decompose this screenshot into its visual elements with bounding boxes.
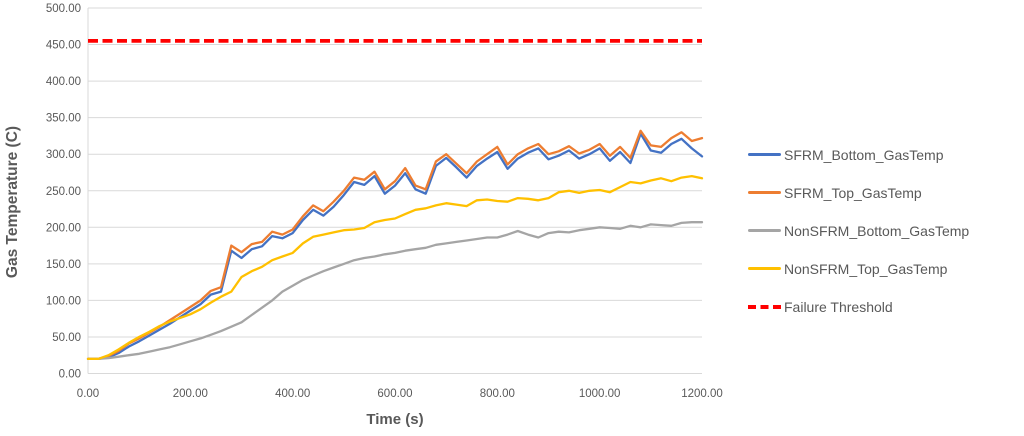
legend-item-failure-threshold: Failure Threshold: [748, 295, 969, 318]
y-axis-title: Gas Temperature (C): [4, 125, 21, 279]
y-tick-label: 400.00: [46, 76, 81, 88]
legend-item-nonsfrm-bottom-gastemp: NonSFRM_Bottom_GasTemp: [748, 219, 969, 242]
y-tick-label: 150.00: [46, 259, 81, 271]
legend-label: SFRM_Bottom_GasTemp: [784, 146, 944, 163]
legend-item-sfrm-bottom-gastemp: SFRM_Bottom_GasTemp: [748, 143, 969, 166]
y-tick-label: 0.00: [59, 369, 81, 381]
y-tick-label: 250.00: [46, 186, 81, 198]
y-tick-label: 450.00: [46, 40, 81, 52]
legend-label: NonSFRM_Bottom_GasTemp: [784, 222, 970, 239]
legend-line-swatch: [748, 191, 781, 194]
y-tick-label: 50.00: [52, 332, 81, 344]
x-tick-label: 800.00: [480, 388, 515, 400]
x-tick-label: 1200.00: [681, 388, 723, 400]
x-tick-label: 400.00: [275, 388, 310, 400]
x-tick-label: 0.00: [77, 388, 99, 400]
series-line-NonSFRM_Top_GasTemp: [86, 174, 704, 361]
legend-label: NonSFRM_Top_GasTemp: [784, 260, 948, 277]
legend-label: Failure Threshold: [784, 298, 893, 315]
legend-item-sfrm-top-gastemp: SFRM_Top_GasTemp: [748, 181, 969, 204]
series-line-SFRM_Top_GasTemp: [86, 129, 704, 361]
y-tick-label: 350.00: [46, 113, 81, 125]
x-tick-label: 200.00: [173, 388, 208, 400]
y-tick-label: 300.00: [46, 149, 81, 161]
chart-legend: SFRM_Bottom_GasTemp SFRM_Top_GasTemp NonSF…: [748, 143, 969, 318]
x-axis-title: Time (s): [366, 411, 424, 428]
y-tick-label: 500.00: [46, 3, 81, 15]
x-tick-label: 1000.00: [579, 388, 621, 400]
legend-label: SFRM_Top_GasTemp: [784, 184, 922, 201]
series-line-SFRM_Bottom_GasTemp: [86, 132, 704, 361]
x-tick-label: 600.00: [377, 388, 412, 400]
legend-line-swatch: [748, 229, 781, 232]
legend-item-nonsfrm-top-gastemp: NonSFRM_Top_GasTemp: [748, 257, 969, 280]
y-tick-label: 100.00: [46, 295, 81, 307]
series-line-NonSFRM_Bottom_GasTemp: [86, 221, 704, 361]
legend-line-swatch: [748, 267, 781, 270]
legend-line-swatch: [748, 153, 781, 156]
legend-dashed-line-swatch: [748, 304, 781, 309]
y-tick-label: 200.00: [46, 222, 81, 234]
